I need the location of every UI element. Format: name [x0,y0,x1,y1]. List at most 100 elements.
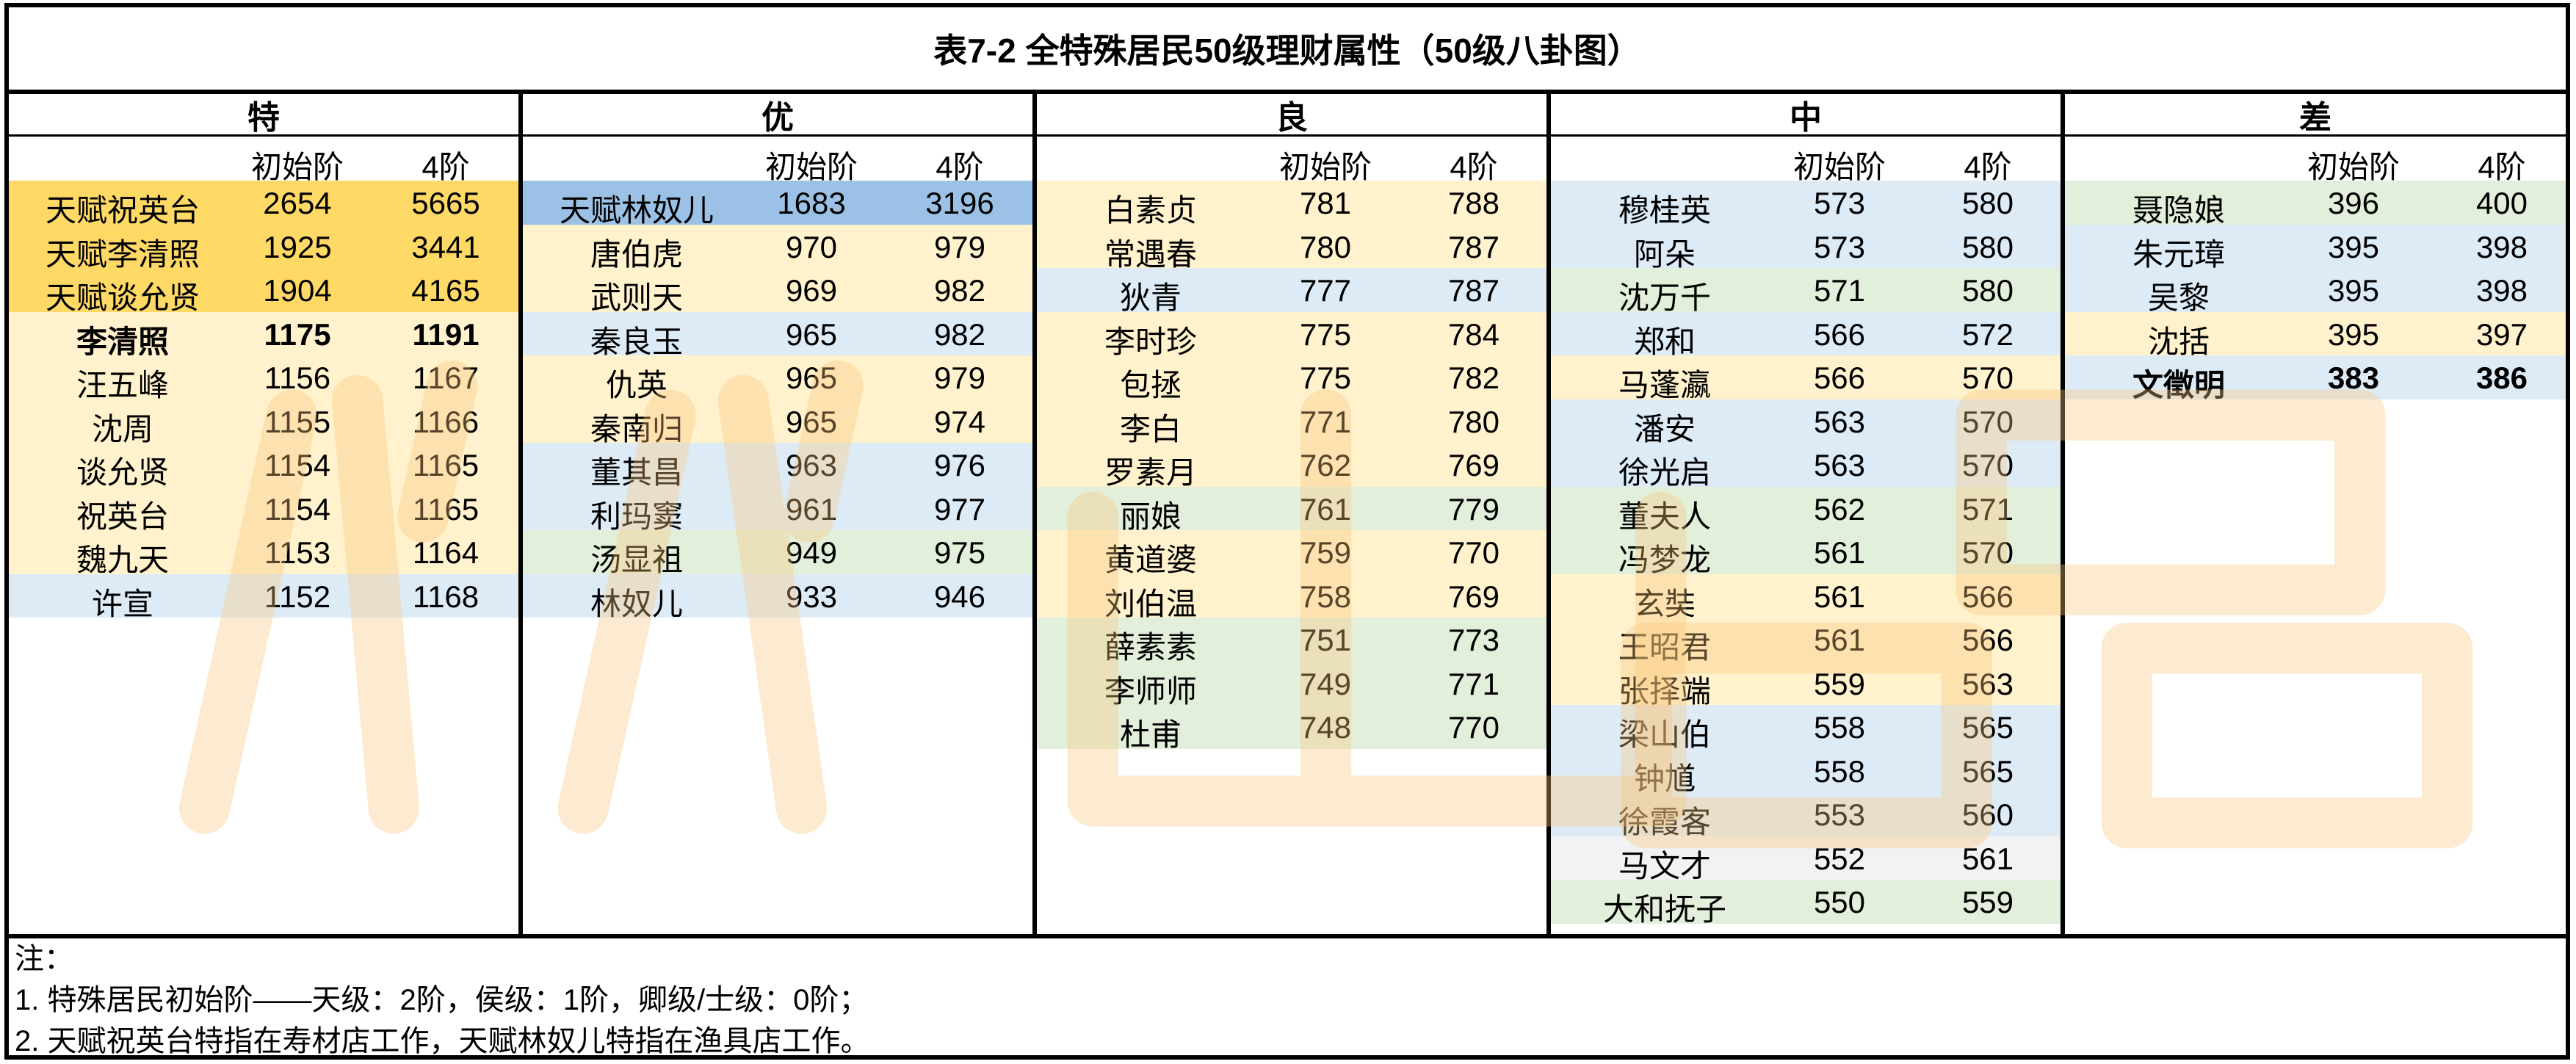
column-subheader: 初始阶 4阶 [1037,137,1546,184]
rank4-value: 566 [1961,579,2014,614]
rank4-value: 580 [1961,229,2014,264]
column-header: 良 [1037,94,1546,137]
resident-name: 汤显祖 [590,543,683,577]
rank4-value: 782 [1447,361,1500,395]
table-row: 马文才 552 561 [1551,836,2061,883]
resident-name: 罗素月 [1104,455,1197,490]
initial-value: 749 [1299,666,1352,701]
table-row: 朱元璋 395 398 [2065,224,2566,272]
table-row: 李师师 749 771 [1037,661,1546,709]
initial-value: 396 [2327,186,2380,220]
resident-name: 沈万千 [1618,281,1711,315]
resident-name: 李清照 [76,324,169,359]
initial-value: 558 [1813,753,1866,789]
resident-name: 大和抚子 [1602,892,1726,927]
resident-name: 李白 [1119,411,1182,446]
table-row: 秦良玉 965 982 [523,311,1032,359]
initial-value: 562 [1813,491,1866,526]
resident-name: 常遇春 [1104,236,1197,272]
table-row: 吴黎 395 398 [2065,268,2566,315]
notes-heading: 注： [15,943,73,975]
table-row: 祝英台 1154 1165 [9,486,518,534]
resident-name: 李师师 [1104,673,1197,709]
resident-name: 秦良玉 [590,324,683,359]
resident-name: 薛素素 [1104,630,1197,665]
notes: 注： 1. 特殊居民初始阶——天级：2阶，侯级：1阶，卿级/士级：0阶； 2. … [9,934,2566,1055]
resident-name: 谈允贤 [76,455,169,490]
column-header: 特 [9,94,518,137]
initial-value: 561 [1813,623,1866,657]
initial-value: 561 [1813,579,1866,614]
resident-name: 祝英台 [76,499,169,534]
rank4-value: 787 [1447,229,1500,264]
rank4-value: 571 [1961,491,2014,526]
initial-value: 963 [785,448,838,482]
resident-name: 秦南归 [590,411,683,446]
initial-value: 561 [1813,535,1866,570]
resident-name: 马蓬瀛 [1618,368,1711,402]
resident-name: 吴黎 [2147,281,2210,315]
table-row: 汪五峰 1156 1167 [9,355,518,402]
rank4-value: 1166 [412,404,480,439]
rank4-value: 773 [1447,623,1500,657]
subheader-rank4: 4阶 [936,150,984,184]
table-row: 武则天 969 982 [523,268,1032,315]
table-row: 李时珍 775 784 [1037,311,1546,359]
initial-value: 550 [1813,885,1866,919]
initial-value: 1155 [264,404,331,439]
initial-value: 961 [785,491,838,526]
rank4-value: 398 [2475,273,2528,308]
resident-name: 聂隐娘 [2132,193,2225,228]
rank4-value: 788 [1447,186,1500,220]
resident-name: 郑和 [1633,324,1696,359]
rank4-value: 5665 [411,186,480,220]
rank4-value: 559 [1961,885,2014,919]
table-row: 黄道婆 759 770 [1037,530,1546,577]
table-row: 穆桂英 573 580 [1551,181,2061,228]
initial-value: 965 [785,361,838,395]
initial-value: 552 [1813,841,1866,876]
column-subheader: 初始阶 4阶 [2065,137,2566,184]
initial-value: 751 [1299,623,1352,657]
table-row: 秦南归 965 974 [523,399,1032,446]
column-subheader: 初始阶 4阶 [9,137,518,184]
column-subheader: 初始阶 4阶 [1551,137,2061,184]
table-row: 包拯 775 782 [1037,355,1546,402]
resident-name: 张择端 [1618,673,1711,709]
rank4-value: 779 [1447,491,1500,526]
rank4-value: 982 [933,316,986,352]
table-row: 丽娘 761 779 [1037,486,1546,534]
note-line-1: 1. 特殊居民初始阶——天级：2阶，侯级：1阶，卿级/士级：0阶； [15,984,869,1016]
column-te: 特初始阶 4阶 天赋祝英台 2654 5665 天赋李清照 1925 3441 天赋谈允贤 190… [9,94,523,934]
subheader-initial: 初始阶 [1792,150,1886,184]
table-row: 唐伯虎 970 979 [523,224,1032,272]
resident-name: 马文才 [1618,848,1711,883]
initial-value: 759 [1299,535,1352,570]
rank4-value: 570 [1961,448,2014,482]
subheader-initial: 初始阶 [1278,150,1372,184]
table-row: 罗素月 762 769 [1037,443,1546,490]
rank4-value: 769 [1447,579,1500,614]
rank4-value: 1165 [412,491,480,526]
initial-value: 781 [1299,186,1352,220]
resident-name: 许宣 [91,586,153,621]
table-row: 天赋祝英台 2654 5665 [9,181,518,228]
initial-value: 573 [1813,186,1866,220]
rank4-value: 1167 [412,361,480,395]
table-row: 李清照 1175 1191 [9,311,518,359]
initial-value: 771 [1299,404,1352,439]
column-header: 中 [1551,94,2061,137]
resident-name: 天赋李清照 [45,236,200,272]
resident-name: 沈括 [2147,324,2210,359]
table-row: 刘伯温 758 769 [1037,573,1546,621]
initial-value: 965 [785,316,838,352]
initial-value: 777 [1299,273,1352,308]
rank4-value: 561 [1961,841,2014,876]
resident-name: 文徵明 [2132,368,2225,402]
table-row: 沈万千 571 580 [1551,268,2061,315]
initial-value: 395 [2327,229,2380,264]
rank4-value: 1164 [412,535,480,570]
initial-value: 553 [1813,797,1866,832]
rank4-value: 769 [1447,448,1500,482]
rank4-value: 946 [933,579,986,614]
